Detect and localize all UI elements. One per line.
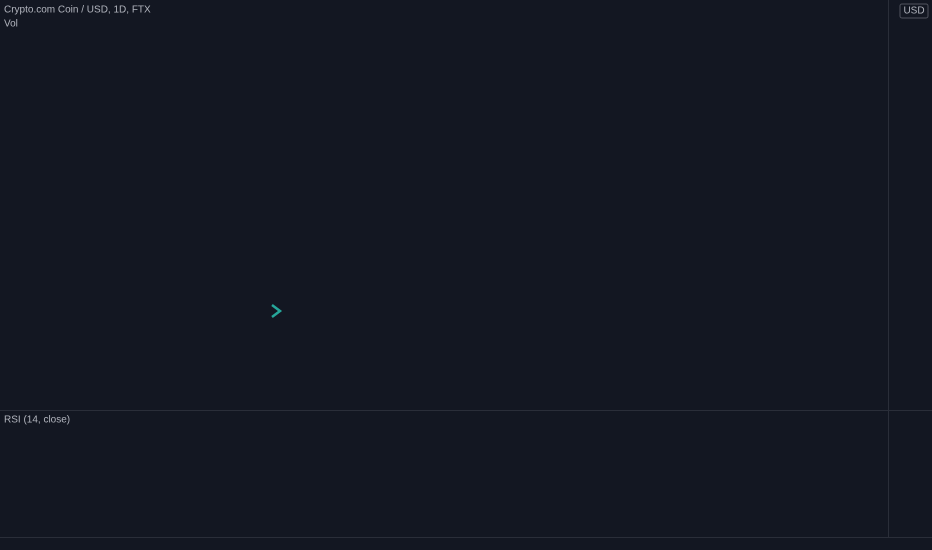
currency-box[interactable]: [899, 3, 929, 19]
rsi-title: RSI (14, close): [4, 415, 70, 426]
currency-label[interactable]: USD: [903, 6, 924, 17]
arrow-marker: [271, 304, 283, 318]
symbol-title: Crypto.com Coin / USD, 1D, FTX: [4, 5, 151, 16]
volume-title: Vol: [4, 19, 18, 30]
